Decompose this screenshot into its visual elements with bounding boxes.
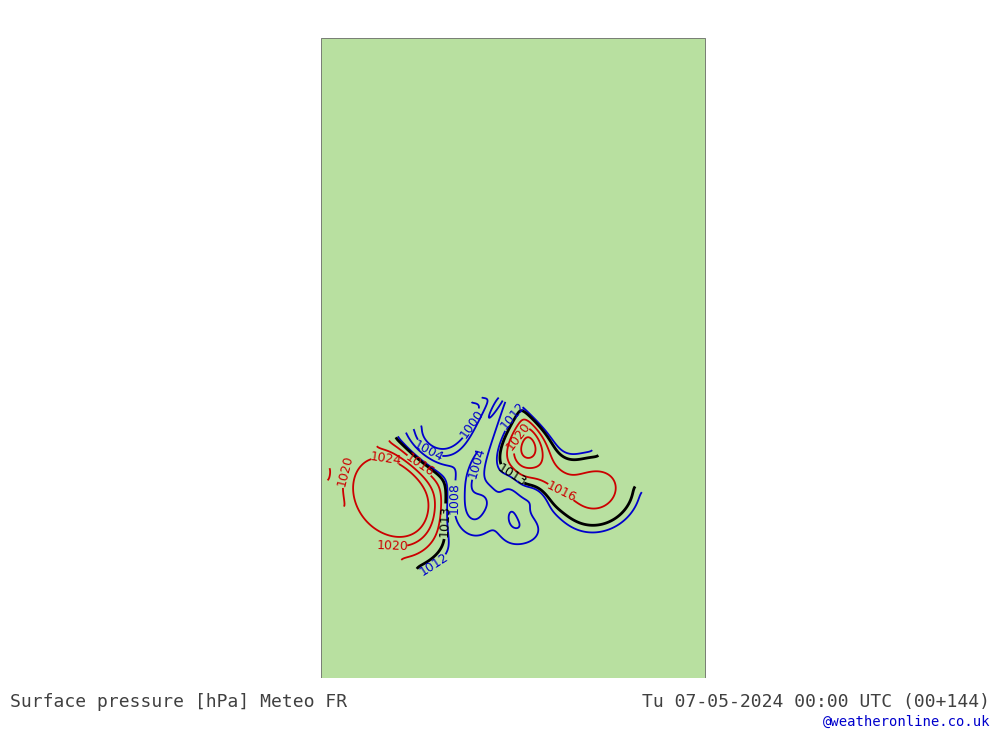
Text: 1020: 1020 <box>503 420 533 453</box>
Text: 1013: 1013 <box>495 461 529 489</box>
Text: Surface pressure [hPa] Meteo FR: Surface pressure [hPa] Meteo FR <box>10 693 347 712</box>
Text: 1016: 1016 <box>544 479 578 505</box>
Text: 1004: 1004 <box>466 446 488 480</box>
Text: 1024: 1024 <box>369 450 402 467</box>
Text: @weatheronline.co.uk: @weatheronline.co.uk <box>822 715 990 729</box>
Text: 1004: 1004 <box>412 438 446 464</box>
Text: 1012: 1012 <box>498 399 528 432</box>
Text: 1016: 1016 <box>403 451 436 479</box>
Text: 1008: 1008 <box>447 482 461 514</box>
Text: Tu 07-05-2024 00:00 UTC (00+144): Tu 07-05-2024 00:00 UTC (00+144) <box>642 693 990 712</box>
Text: 1013: 1013 <box>438 505 452 537</box>
Bar <box>321 38 705 678</box>
Text: 1020: 1020 <box>377 539 409 553</box>
Text: 1012: 1012 <box>417 550 451 579</box>
Text: 1020: 1020 <box>335 454 356 487</box>
Text: 1000: 1000 <box>457 408 486 441</box>
